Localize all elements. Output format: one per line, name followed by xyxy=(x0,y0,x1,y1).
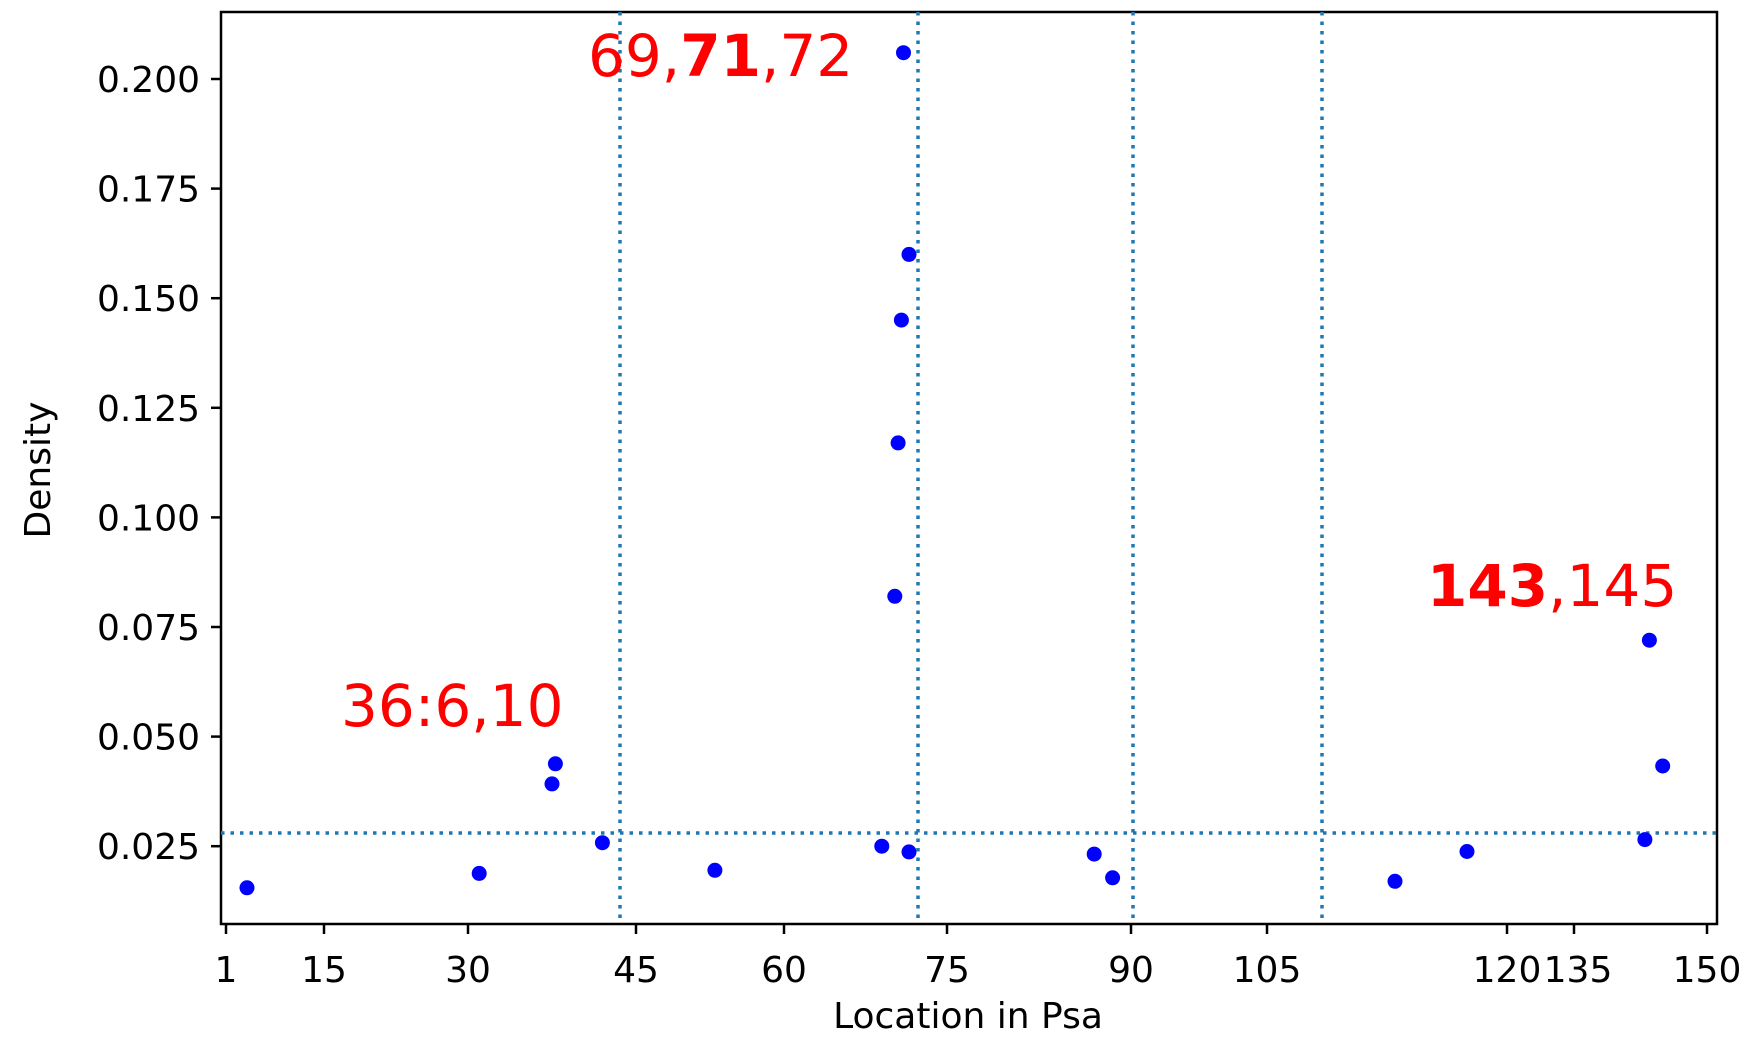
x-tick-label: 1 xyxy=(215,950,238,991)
annotations: 36:6,10 69,71,72 143,145 xyxy=(341,22,1677,740)
data-point xyxy=(1459,844,1475,859)
y-tick-label: 0.025 xyxy=(97,827,200,868)
y-tick-label: 0.100 xyxy=(97,498,200,539)
data-point xyxy=(1387,873,1403,889)
y-tick-label: 0.150 xyxy=(97,279,200,320)
y-tick-label: 0.175 xyxy=(97,170,200,211)
data-point xyxy=(1086,846,1102,862)
x-tick-label: 60 xyxy=(761,950,807,991)
data-point xyxy=(893,312,909,328)
x-tick-label: 105 xyxy=(1233,950,1302,991)
data-point xyxy=(1655,758,1671,774)
y-tick-label: 0.050 xyxy=(97,718,200,759)
data-point xyxy=(896,45,911,61)
x-tick-label: 45 xyxy=(613,950,659,991)
data-point xyxy=(594,835,610,851)
reference-lines xyxy=(221,12,1717,924)
annotation-label: 36:6,10 xyxy=(341,672,563,740)
y-axis-label: Density xyxy=(18,402,59,539)
data-point xyxy=(1637,832,1653,848)
data-point xyxy=(239,880,255,896)
x-axis-ticks: 1 15 30 45 60 75 90 105 120 135 150 xyxy=(215,924,1742,991)
data-point xyxy=(547,756,563,772)
x-tick-label: 75 xyxy=(924,950,970,991)
data-point xyxy=(707,862,723,878)
plot-area xyxy=(219,10,1719,926)
annotation-label: 69,71,72 xyxy=(588,22,853,90)
annotation-label: 143,145 xyxy=(1427,552,1677,620)
data-point xyxy=(471,865,487,881)
x-tick-label: 15 xyxy=(301,950,347,991)
data-point xyxy=(890,435,906,451)
y-axis-ticks: 0.025 0.050 0.075 0.100 0.125 0.150 0.175 0.200 xyxy=(97,60,221,868)
x-tick-label: 120 xyxy=(1473,950,1542,991)
data-point xyxy=(1105,870,1121,886)
y-tick-label: 0.075 xyxy=(97,608,200,649)
data-point xyxy=(901,246,917,262)
x-tick-label: 90 xyxy=(1108,950,1154,991)
y-tick-label: 0.125 xyxy=(97,389,200,430)
data-point xyxy=(874,838,890,854)
y-tick-label: 0.200 xyxy=(97,60,200,101)
data-point xyxy=(887,588,903,604)
x-tick-label: 135 xyxy=(1544,950,1613,991)
x-tick-label: 150 xyxy=(1673,950,1742,991)
data-points xyxy=(239,45,1671,896)
x-axis-label: Location in Psa xyxy=(833,996,1103,1037)
data-point xyxy=(1641,632,1657,648)
data-point xyxy=(544,776,560,792)
data-point xyxy=(901,844,917,860)
x-tick-label: 30 xyxy=(445,950,491,991)
